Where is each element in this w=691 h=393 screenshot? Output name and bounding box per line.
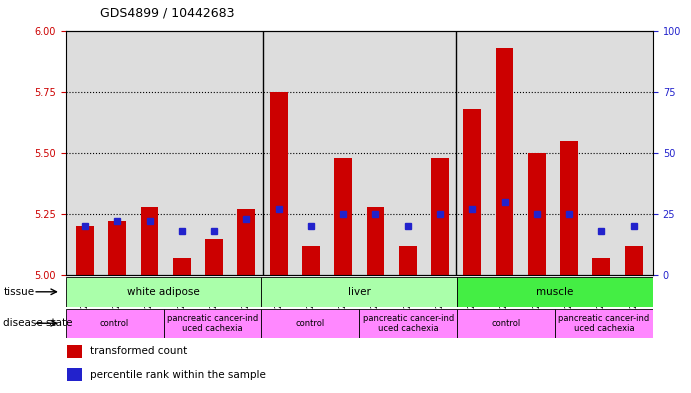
Bar — [592, 258, 610, 275]
Bar — [464, 109, 481, 275]
Text: disease state: disease state — [3, 318, 73, 328]
Bar — [173, 258, 191, 275]
Text: control: control — [100, 319, 129, 328]
Text: white adipose: white adipose — [127, 287, 200, 297]
Bar — [359, 309, 457, 338]
Bar — [495, 48, 513, 275]
Text: control: control — [491, 319, 521, 328]
Bar — [68, 368, 82, 382]
Bar — [367, 207, 384, 275]
Text: GDS4899 / 10442683: GDS4899 / 10442683 — [100, 7, 235, 20]
Bar — [302, 246, 320, 275]
Text: tissue: tissue — [3, 287, 35, 297]
Bar — [238, 209, 255, 275]
Bar — [457, 277, 653, 307]
Text: pancreatic cancer-ind
uced cachexia: pancreatic cancer-ind uced cachexia — [167, 314, 258, 333]
Bar — [555, 309, 653, 338]
Bar — [261, 277, 457, 307]
Bar — [205, 239, 223, 275]
Bar — [66, 309, 164, 338]
Bar — [625, 246, 643, 275]
Bar — [261, 309, 359, 338]
Text: muscle: muscle — [536, 287, 574, 297]
Bar — [66, 277, 261, 307]
Bar — [164, 309, 261, 338]
Text: pancreatic cancer-ind
uced cachexia: pancreatic cancer-ind uced cachexia — [363, 314, 454, 333]
Bar — [76, 226, 94, 275]
Bar — [560, 141, 578, 275]
Bar — [457, 309, 555, 338]
Text: control: control — [296, 319, 325, 328]
Text: liver: liver — [348, 287, 371, 297]
Bar — [141, 207, 158, 275]
Bar — [269, 92, 287, 275]
Text: pancreatic cancer-ind
uced cachexia: pancreatic cancer-ind uced cachexia — [558, 314, 650, 333]
Bar — [528, 153, 546, 275]
Bar — [68, 345, 82, 358]
Bar — [334, 158, 352, 275]
Bar — [108, 222, 126, 275]
Bar — [399, 246, 417, 275]
Bar — [431, 158, 449, 275]
Text: transformed count: transformed count — [91, 346, 187, 356]
Text: percentile rank within the sample: percentile rank within the sample — [91, 370, 266, 380]
